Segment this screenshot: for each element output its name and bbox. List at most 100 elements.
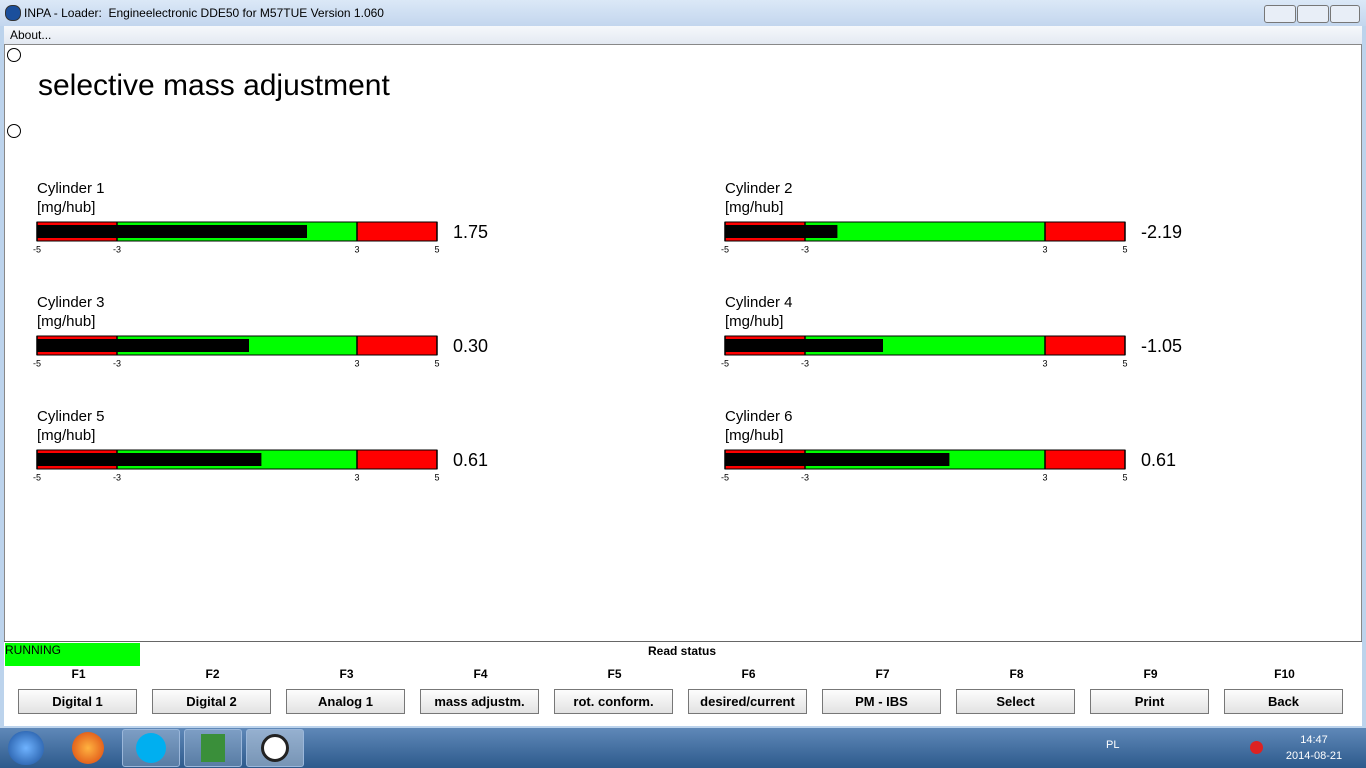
clock-date: 2014-08-21 — [1285, 750, 1343, 762]
function-key: F4 — [473, 667, 488, 681]
tick-label: 5 — [1122, 358, 1127, 368]
gauge-unit: [mg/hub] — [725, 199, 783, 216]
gauge-zone — [1045, 450, 1125, 469]
gauge-zone — [805, 222, 1045, 241]
status-message: Read status — [647, 644, 717, 658]
minimize-button[interactable] — [1264, 5, 1296, 23]
function-key: F9 — [1143, 667, 1158, 681]
menu-item[interactable]: About... — [10, 28, 52, 42]
gauge-name: Cylinder 2 — [725, 180, 793, 197]
function-button[interactable]: PM - IBS — [822, 689, 941, 714]
close-button[interactable] — [1330, 5, 1360, 23]
function-key: F6 — [741, 667, 756, 681]
gauge-unit: [mg/hub] — [37, 313, 95, 330]
gauge-bar — [725, 339, 883, 352]
gauge-unit: [mg/hub] — [37, 427, 95, 444]
tick-label: -3 — [801, 244, 809, 254]
tick-label: -3 — [801, 472, 809, 482]
tray-icon[interactable] — [1250, 741, 1263, 754]
clock-time: 14:47 — [1300, 734, 1328, 746]
function-key: F10 — [1274, 667, 1295, 681]
function-button[interactable]: mass adjustm. — [420, 689, 539, 714]
function-key: F3 — [339, 667, 354, 681]
gauge-name: Cylinder 1 — [37, 180, 105, 197]
tick-label: 5 — [1122, 244, 1127, 254]
menu-bar: About... — [4, 26, 1362, 44]
start-button[interactable] — [8, 731, 44, 765]
gauge-bar — [37, 225, 307, 238]
title-bar: INPA - Loader: Engineelectronic DDE50 fo… — [0, 0, 1366, 26]
gauge-bar — [725, 453, 950, 466]
gauge-value: 0.61 — [1141, 450, 1176, 470]
tick-label: 5 — [1122, 472, 1127, 482]
function-key: F1 — [71, 667, 86, 681]
page-title: selective mass adjustment — [38, 69, 390, 102]
tick-label: -5 — [33, 472, 41, 482]
gauge-panel: Cylinder 1 [mg/hub] -5 -3 3 5 1.75 Cylinder 2 [m… — [33, 180, 1182, 482]
gauge-name: Cylinder 6 — [725, 408, 793, 425]
ediabas-task[interactable] — [184, 729, 242, 767]
tick-label: -5 — [721, 244, 729, 254]
tick-label: -5 — [721, 472, 729, 482]
tick-label: 3 — [354, 472, 359, 482]
function-button[interactable]: Analog 1 — [286, 689, 405, 714]
tick-label: -3 — [113, 244, 121, 254]
gauge-bar — [37, 453, 262, 466]
gauge-bar — [725, 225, 838, 238]
gauge-value: 1.75 — [453, 222, 488, 242]
function-button[interactable]: desired/current — [688, 689, 807, 714]
tick-label: 3 — [354, 244, 359, 254]
gauge-unit: [mg/hub] — [725, 313, 783, 330]
function-key: F8 — [1009, 667, 1024, 681]
gauge-value: 0.30 — [453, 336, 488, 356]
language-indicator[interactable]: PL — [1106, 739, 1120, 751]
function-button[interactable]: Back — [1224, 689, 1343, 714]
app-icon — [5, 5, 21, 21]
gauge-name: Cylinder 4 — [725, 294, 793, 311]
gauge-value: -1.05 — [1141, 336, 1182, 356]
gauge-unit: [mg/hub] — [37, 199, 95, 216]
skype-task[interactable] — [122, 729, 180, 767]
firefox-icon[interactable] — [72, 732, 104, 764]
indicator — [7, 48, 21, 62]
function-button[interactable]: Digital 2 — [152, 689, 271, 714]
tick-label: -5 — [33, 244, 41, 254]
function-key: F7 — [875, 667, 890, 681]
function-key: F2 — [205, 667, 220, 681]
gauge-zone — [1045, 336, 1125, 355]
taskbar: PL 14:47 2014-08-21 — [0, 728, 1366, 768]
tick-label: -5 — [721, 358, 729, 368]
maximize-button[interactable] — [1297, 5, 1329, 23]
gauge-name: Cylinder 5 — [37, 408, 105, 425]
gauge-name: Cylinder 3 — [37, 294, 105, 311]
tick-label: 3 — [354, 358, 359, 368]
gauge-value: -2.19 — [1141, 222, 1182, 242]
tick-label: 3 — [1042, 358, 1047, 368]
tick-label: 3 — [1042, 244, 1047, 254]
window-title: INPA - Loader: Engineelectronic DDE50 fo… — [24, 6, 384, 20]
tick-label: 5 — [434, 472, 439, 482]
function-button[interactable]: rot. conform. — [554, 689, 673, 714]
gauge-zone — [357, 450, 437, 469]
function-key: F5 — [607, 667, 622, 681]
inpa-task[interactable] — [246, 729, 304, 767]
tick-label: -3 — [113, 472, 121, 482]
indicator — [7, 124, 21, 138]
tick-label: -3 — [801, 358, 809, 368]
gauge-bar — [37, 339, 249, 352]
gauge-unit: [mg/hub] — [725, 427, 783, 444]
status-state: RUNNING — [5, 643, 140, 666]
tick-label: -5 — [33, 358, 41, 368]
function-button[interactable]: Digital 1 — [18, 689, 137, 714]
gauge-zone — [1045, 222, 1125, 241]
tick-label: 3 — [1042, 472, 1047, 482]
tick-label: -3 — [113, 358, 121, 368]
tick-label: 5 — [434, 244, 439, 254]
function-button[interactable]: Select — [956, 689, 1075, 714]
tick-label: 5 — [434, 358, 439, 368]
gauge-value: 0.61 — [453, 450, 488, 470]
gauge-zone — [357, 222, 437, 241]
function-button[interactable]: Print — [1090, 689, 1209, 714]
gauge-zone — [357, 336, 437, 355]
